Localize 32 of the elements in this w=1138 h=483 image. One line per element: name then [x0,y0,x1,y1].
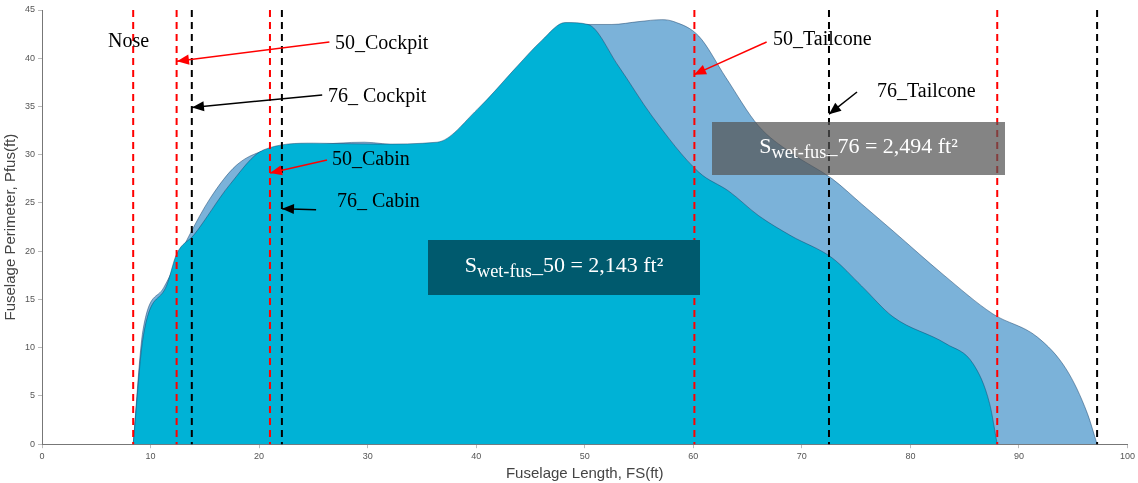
ref-line-label: Nose [108,29,150,52]
x-axis-title: Fuselage Length, FS(ft) [505,464,664,482]
y-tick-label: 40 [25,52,36,63]
x-tick-label: 60 [688,451,699,462]
x-tick-label: 40 [471,451,482,462]
x-tick-label: 70 [796,451,807,462]
x-tick-label: 10 [145,451,156,462]
annotation: 50_Cabin [332,146,410,170]
annotation: 76_Tailcone [877,78,976,102]
x-tick-label: 50 [579,451,590,462]
y-tick-label: 5 [30,390,36,401]
x-tick-label: 20 [254,451,265,462]
x-tick-label: 0 [39,451,45,462]
annotation: S$_{wet-fus}$_50 = 2,143 ft² [464,252,664,283]
y-tick-label: 20 [25,245,36,256]
y-tick-label: 35 [25,100,36,111]
x-tick-label: 100 [1119,451,1136,462]
annotation: 76_ Cockpit [328,83,427,107]
y-tick-label: 0 [30,438,36,449]
y-tick-label: 25 [25,197,36,208]
y-axis-title: Fuselage Perimeter, Pfus(ft) [1,133,19,321]
annotation: 76_ Cabin [337,188,420,212]
y-tick-label: 30 [25,149,36,160]
x-tick-label: 80 [905,451,916,462]
annotation: 50_Tailcone [773,26,872,50]
x-tick-label: 30 [362,451,373,462]
y-tick-label: 15 [25,293,36,304]
annotation: 50_Cockpit [335,30,429,54]
annotation: S$_{wet-fus}$_76 = 2,494 ft² [759,133,958,164]
y-tick-label: 45 [25,4,36,15]
y-tick-label: 10 [25,342,36,353]
x-tick-label: 90 [1013,451,1024,462]
